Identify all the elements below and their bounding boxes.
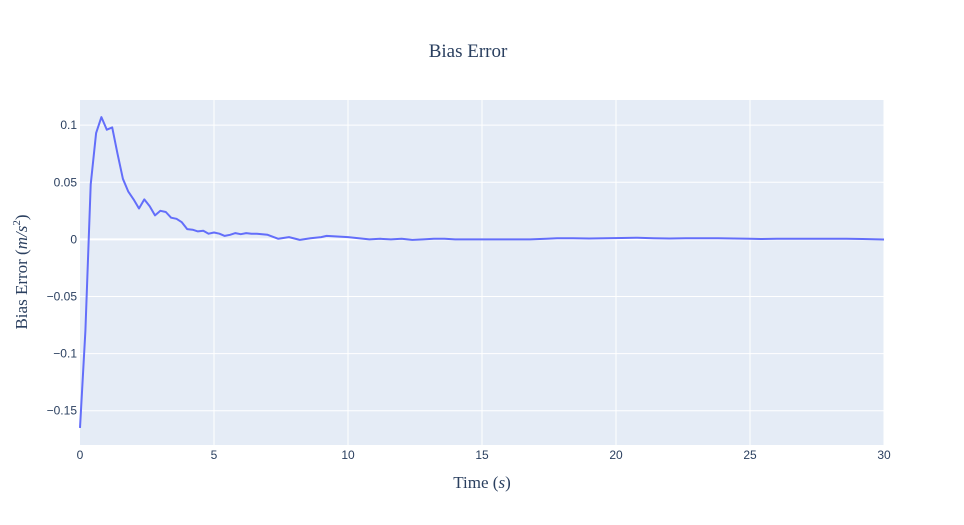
- y-axis-title: Bias Error (m/s2): [11, 214, 31, 329]
- y-axis-title-main: Bias Error (: [12, 249, 31, 330]
- y-tick-label: 0: [70, 232, 77, 246]
- x-axis-title-unit: s: [498, 473, 505, 492]
- x-axis-title-end: ): [505, 473, 511, 492]
- y-tick-label: −0.05: [47, 289, 78, 303]
- x-tick-label: 5: [211, 448, 218, 462]
- chart-title: Bias Error: [429, 41, 508, 62]
- x-axis-title-main: Time (: [453, 473, 499, 492]
- y-tick-label: −0.15: [47, 404, 78, 418]
- y-axis-title-sup: 2: [11, 220, 23, 226]
- y-axis-title-end: ): [12, 214, 31, 220]
- y-axis-title-unit: m/s: [12, 225, 31, 249]
- x-tick-label: 15: [475, 448, 489, 462]
- series-line: [79, 116, 885, 428]
- y-tick-label: 0.1: [60, 118, 77, 132]
- y-tick-label: 0.05: [54, 175, 78, 189]
- x-tick-label: 10: [341, 448, 355, 462]
- x-axis-ticks: 0 5 10 15 20 25 30: [77, 448, 891, 462]
- x-tick-label: 30: [877, 448, 891, 462]
- x-tick-label: 20: [609, 448, 623, 462]
- x-tick-label: 25: [743, 448, 757, 462]
- x-axis-title: Time (s): [453, 473, 511, 492]
- x-tick-label: 0: [77, 448, 84, 462]
- series-layer: [79, 116, 885, 428]
- y-axis-ticks: −0.15 −0.1 −0.05 0 0.05 0.1: [47, 118, 78, 418]
- y-tick-label: −0.1: [53, 347, 77, 361]
